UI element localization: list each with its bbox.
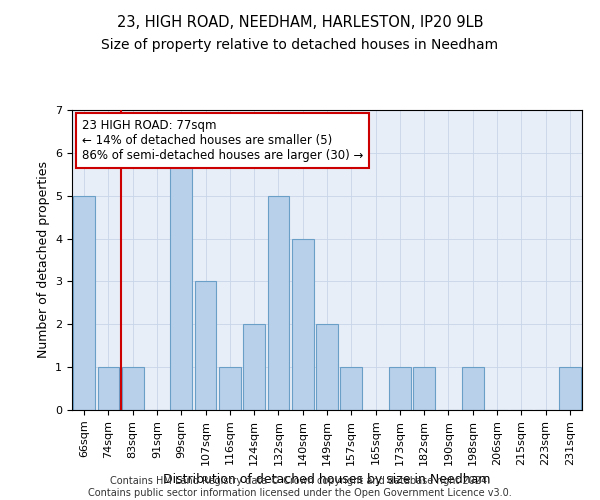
Text: 23 HIGH ROAD: 77sqm
← 14% of detached houses are smaller (5)
86% of semi-detache: 23 HIGH ROAD: 77sqm ← 14% of detached ho… [82,119,364,162]
Text: Size of property relative to detached houses in Needham: Size of property relative to detached ho… [101,38,499,52]
Bar [559,367,581,410]
Bar [170,153,192,410]
Bar [316,324,338,410]
Bar [73,196,95,410]
Bar [462,367,484,410]
Bar [194,282,217,410]
Text: Contains HM Land Registry data © Crown copyright and database right 2024.
Contai: Contains HM Land Registry data © Crown c… [88,476,512,498]
Bar [97,367,119,410]
Bar [389,367,411,410]
Bar [268,196,289,410]
Bar [122,367,143,410]
Bar [243,324,265,410]
Bar [413,367,435,410]
Y-axis label: Number of detached properties: Number of detached properties [37,162,50,358]
Text: 23, HIGH ROAD, NEEDHAM, HARLESTON, IP20 9LB: 23, HIGH ROAD, NEEDHAM, HARLESTON, IP20 … [117,15,483,30]
Bar [340,367,362,410]
X-axis label: Distribution of detached houses by size in Needham: Distribution of detached houses by size … [163,473,491,486]
Bar [292,238,314,410]
Bar [219,367,241,410]
